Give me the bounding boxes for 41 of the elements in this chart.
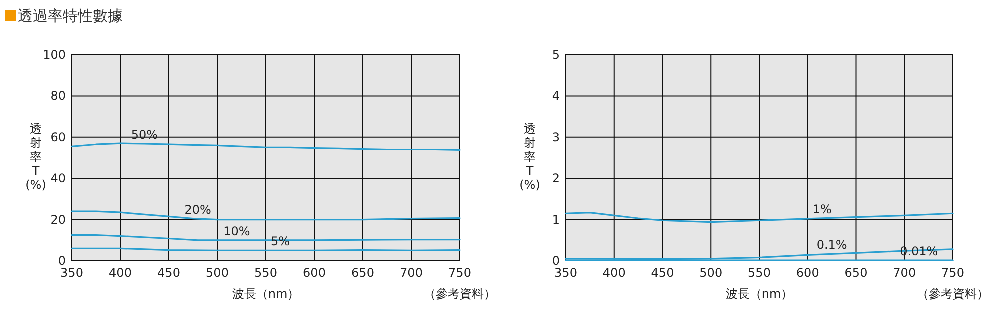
x-tick-label: 450: [651, 266, 674, 280]
x-tick-label: 600: [796, 266, 820, 280]
y-tick-label: 0: [552, 254, 560, 268]
y-tick-label: 80: [50, 89, 66, 104]
x-tick-label: 350: [60, 266, 84, 280]
y-tick-label: 1: [552, 212, 560, 227]
y-tick-label: 3: [552, 130, 560, 144]
y-tick-label: 5: [552, 48, 560, 62]
x-tick-label: 650: [844, 266, 868, 280]
x-tick-label: 600: [303, 266, 326, 280]
y-tick-label: 2: [552, 172, 560, 186]
y-tick-label: 20: [50, 212, 66, 227]
annotation: 1%: [812, 202, 832, 217]
x-tick-label: 400: [109, 266, 132, 280]
x-tick-label: 650: [352, 266, 374, 280]
x-tick-label: 700: [893, 266, 916, 280]
x-tick-label: 750: [448, 266, 472, 280]
y-tick-label: 4: [552, 89, 560, 104]
x-tick-label: 550: [254, 266, 278, 280]
x-tick-label: 500: [206, 266, 229, 280]
x-axis-title: 波長（nm）: [232, 287, 300, 301]
y-axis-title: 透射率T(%): [26, 122, 46, 192]
text: （參考資料）: [917, 287, 989, 301]
y-tick-label: 0: [58, 254, 66, 268]
x-tick-label: 400: [602, 266, 626, 280]
x-tick-label: 500: [700, 266, 723, 280]
y-axis-title: 透射率T(%): [520, 122, 540, 192]
annotation: 0.1%: [816, 238, 848, 252]
y-tick-label: 60: [50, 130, 66, 144]
annotation: 20%: [184, 202, 212, 217]
y-tick-label: 40: [50, 172, 66, 186]
x-tick-label: 550: [748, 266, 771, 280]
y-tick-label: 100: [43, 48, 66, 62]
x-tick-label: 450: [158, 266, 180, 280]
text: （參考資料）: [424, 287, 496, 301]
x-tick-label: 750: [942, 266, 964, 280]
x-tick-label: 700: [400, 266, 423, 280]
x-axis-title: 波長（nm）: [726, 287, 794, 301]
chart-title: 透過率特性數據: [18, 7, 123, 25]
annotation: 10%: [224, 224, 250, 238]
x-tick-label: 350: [554, 266, 578, 280]
